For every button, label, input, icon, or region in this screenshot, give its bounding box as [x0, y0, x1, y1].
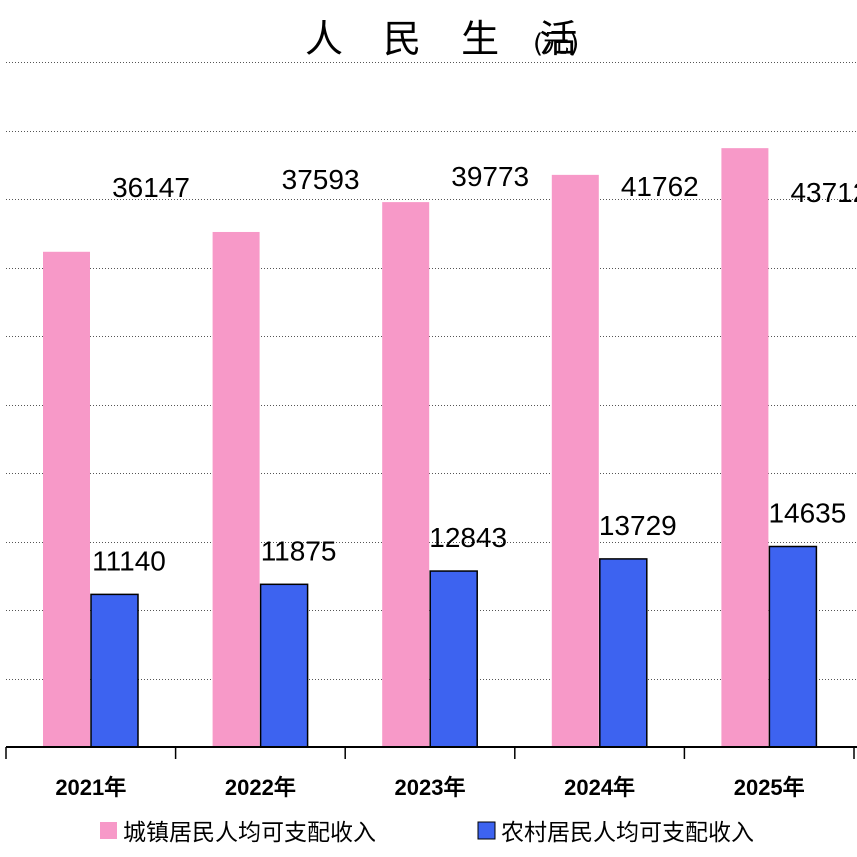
urban-income-bar [382, 202, 430, 748]
legend-label: 城镇居民人均可支配收入 [123, 820, 376, 846]
rural-income-bar [90, 593, 139, 748]
legend: 城镇居民人均可支配收入 农村居民人均可支配收入 [100, 820, 754, 846]
urban-income-bar [212, 231, 260, 748]
urban-income-bar [551, 174, 599, 747]
rural-income-bar [429, 570, 478, 748]
data-labels: 36147 11140 37593 11875 39773 12843 41762 13729… [92, 161, 857, 576]
rural-income-label: 14635 [768, 498, 846, 529]
rural-income-bar [599, 558, 648, 748]
legend-marker [100, 822, 117, 839]
rural-income-bar [259, 583, 309, 748]
x-tick-label: 2024年 [564, 775, 635, 800]
rural-income-label: 12843 [429, 522, 507, 553]
urban-income-label: 41762 [621, 171, 699, 202]
x-axis: 2021年 2022年 2023年 2024年 2025年 [5, 746, 857, 800]
urban-income-label: 36147 [112, 172, 190, 203]
bars [43, 148, 818, 748]
chart-title-group: 人 民 生 活 (元) [305, 17, 591, 61]
chart-unit: (元) [533, 29, 579, 59]
x-tick-label: 2025年 [734, 775, 805, 800]
x-tick-label: 2023年 [395, 775, 466, 800]
urban-income-label: 39773 [451, 161, 529, 192]
urban-income-label: 43712 [790, 177, 857, 208]
rural-income-label: 13729 [599, 510, 677, 541]
legend-label: 农村居民人均可支配收入 [501, 820, 754, 846]
rural-income-bar [768, 545, 818, 748]
rural-income-label: 11875 [261, 535, 337, 566]
urban-income-bar [43, 251, 90, 747]
urban-income-label: 37593 [282, 164, 360, 195]
legend-marker [477, 821, 496, 840]
urban-income-bar [721, 148, 769, 747]
gridlines [6, 62, 857, 680]
x-tick-label: 2021年 [55, 775, 126, 800]
rural-income-label: 11140 [92, 545, 166, 576]
x-tick-label: 2022年 [225, 775, 296, 800]
chart-title: 人 民 生 活 [305, 17, 591, 61]
